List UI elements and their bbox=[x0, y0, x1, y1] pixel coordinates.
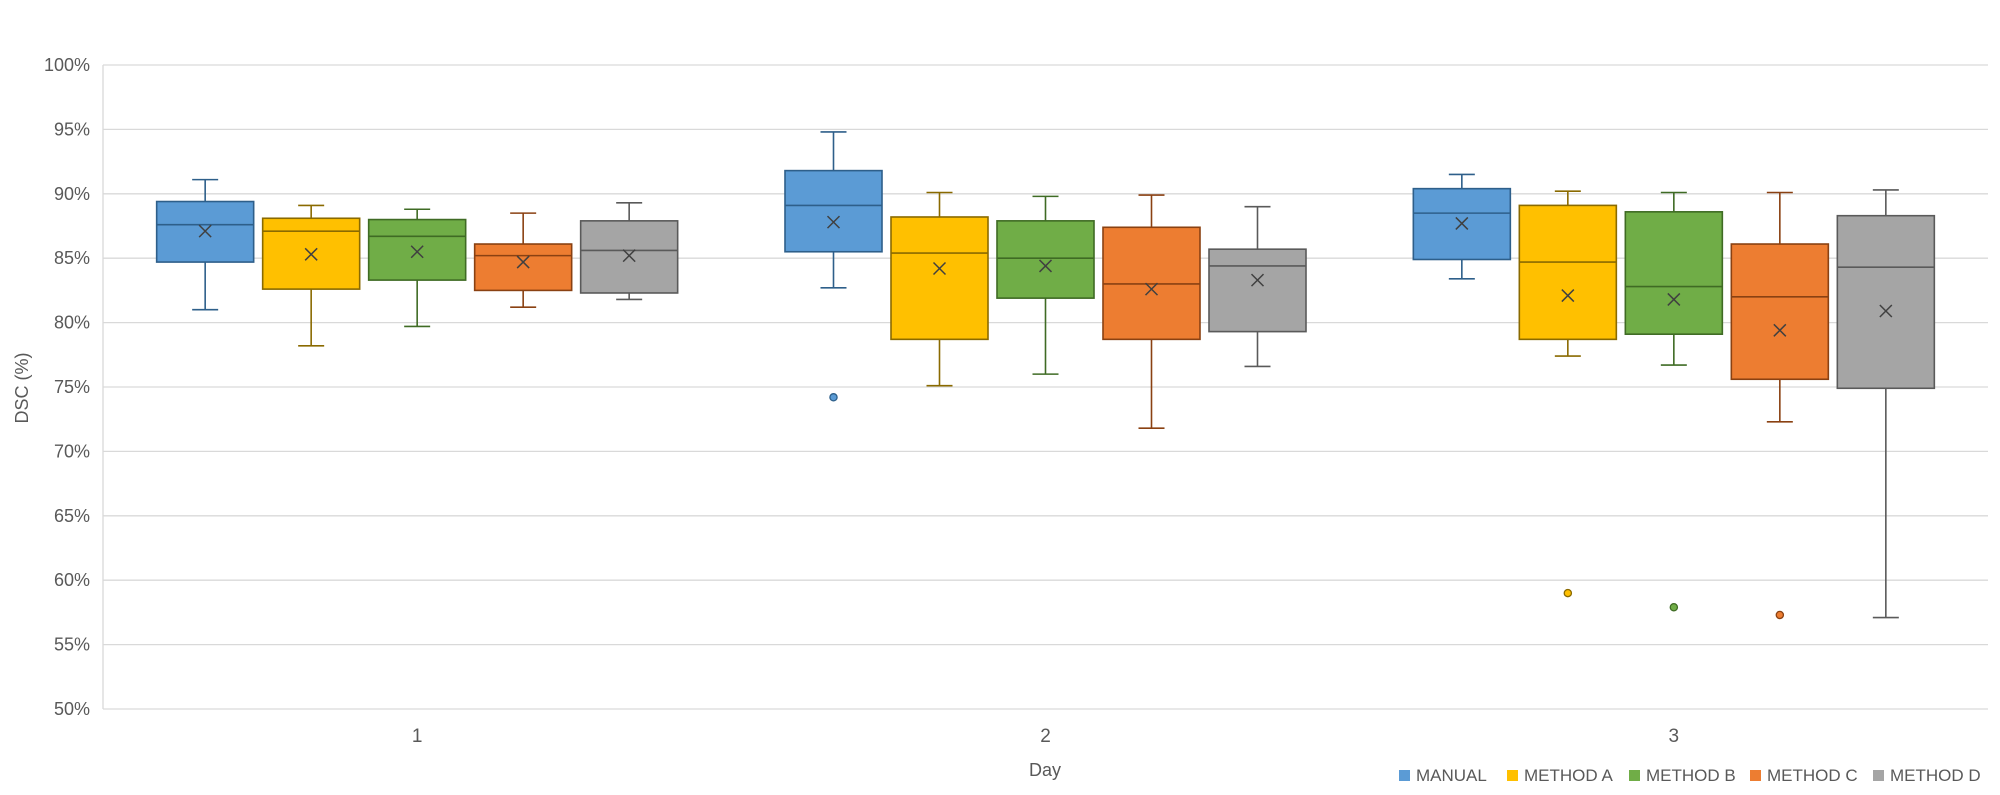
mean-marker bbox=[1879, 304, 1893, 318]
box-method-d-day-2 bbox=[1208, 205, 1307, 368]
mean-marker bbox=[410, 245, 424, 259]
x-axis-title: Day bbox=[1029, 760, 1061, 780]
outlier-point bbox=[1669, 602, 1679, 612]
x-tick-label: 1 bbox=[412, 726, 423, 747]
y-tick-label: 100% bbox=[44, 55, 90, 75]
legend-label: METHOD D bbox=[1890, 766, 1981, 785]
x-axis: 1 2 3 bbox=[412, 726, 1679, 747]
box-method-c-day-3 bbox=[1730, 191, 1830, 620]
legend-item: MANUAL bbox=[1399, 766, 1487, 785]
mean-marker bbox=[516, 255, 530, 269]
y-tick-label: 70% bbox=[54, 441, 90, 461]
y-tick-label: 75% bbox=[54, 377, 90, 397]
mean-marker bbox=[622, 249, 636, 263]
y-tick-label: 90% bbox=[54, 184, 90, 204]
box-manual-day-1 bbox=[155, 178, 255, 311]
mean-marker bbox=[198, 224, 212, 238]
box-method-a-day-2 bbox=[890, 191, 989, 387]
outlier-point bbox=[829, 393, 838, 402]
x-tick-label: 2 bbox=[1040, 726, 1051, 747]
box-method-b-day-1 bbox=[367, 208, 467, 328]
legend-swatch bbox=[1399, 770, 1410, 781]
y-tick-label: 65% bbox=[54, 506, 90, 526]
iqr-box bbox=[1624, 211, 1724, 335]
x-tick-label: 3 bbox=[1669, 726, 1680, 747]
plot-area bbox=[155, 131, 1936, 620]
y-tick-label: 85% bbox=[54, 248, 90, 268]
y-tick-label: 60% bbox=[54, 570, 90, 590]
legend-label: METHOD C bbox=[1767, 766, 1858, 785]
mean-marker bbox=[1144, 282, 1159, 296]
box-method-a-day-3 bbox=[1518, 190, 1618, 598]
legend-label: MANUAL bbox=[1416, 766, 1487, 785]
iqr-box bbox=[996, 220, 1095, 299]
box-method-b-day-2 bbox=[996, 195, 1095, 375]
box-method-d-day-3 bbox=[1836, 189, 1936, 619]
y-tick-label: 95% bbox=[54, 119, 90, 139]
box-method-d-day-1 bbox=[579, 202, 679, 301]
box-manual-day-2 bbox=[784, 131, 883, 402]
mean-marker bbox=[932, 261, 947, 276]
iqr-box bbox=[367, 218, 467, 281]
box-manual-day-3 bbox=[1412, 173, 1512, 280]
mean-marker bbox=[304, 247, 318, 261]
legend-item: METHOD C bbox=[1750, 766, 1858, 785]
y-axis: 50% 55% 60% 65% 70% 75% 80% 85% 90% 95% 100% bbox=[44, 55, 104, 719]
mean-marker bbox=[1667, 292, 1681, 306]
outlier-point bbox=[1775, 610, 1785, 620]
iqr-box bbox=[473, 243, 573, 292]
y-axis-title: DSC (%) bbox=[12, 353, 32, 424]
outlier-point bbox=[1563, 588, 1573, 598]
gridlines bbox=[103, 64, 1988, 710]
y-tick-label: 80% bbox=[54, 313, 90, 333]
box-method-c-day-1 bbox=[473, 212, 573, 308]
box-method-b-day-3 bbox=[1624, 191, 1724, 612]
mean-marker bbox=[1773, 323, 1787, 337]
mean-marker bbox=[1038, 259, 1053, 273]
iqr-box bbox=[579, 220, 679, 294]
iqr-box bbox=[1518, 204, 1618, 341]
iqr-box bbox=[784, 169, 883, 253]
y-tick-label: 55% bbox=[54, 635, 90, 655]
legend-swatch bbox=[1750, 770, 1761, 781]
iqr-box bbox=[890, 216, 989, 341]
mean-marker bbox=[1455, 216, 1469, 230]
iqr-box bbox=[1730, 243, 1830, 381]
iqr-box bbox=[1208, 248, 1307, 333]
legend-swatch bbox=[1873, 770, 1884, 781]
legend-label: METHOD A bbox=[1524, 766, 1613, 785]
mean-marker bbox=[826, 215, 841, 229]
legend-swatch bbox=[1629, 770, 1640, 781]
y-tick-label: 50% bbox=[54, 699, 90, 719]
legend-item: METHOD A bbox=[1507, 766, 1613, 785]
legend-item: METHOD B bbox=[1629, 766, 1736, 785]
legend-swatch bbox=[1507, 770, 1518, 781]
mean-marker bbox=[1561, 289, 1575, 303]
box-method-a-day-1 bbox=[261, 204, 361, 347]
legend: MANUAL METHOD A METHOD B METHOD C METHOD D bbox=[1399, 766, 1981, 785]
iqr-box bbox=[1836, 214, 1936, 390]
box-method-c-day-2 bbox=[1102, 194, 1201, 430]
mean-marker bbox=[1250, 273, 1265, 287]
legend-label: METHOD B bbox=[1646, 766, 1736, 785]
legend-item: METHOD D bbox=[1873, 766, 1981, 785]
